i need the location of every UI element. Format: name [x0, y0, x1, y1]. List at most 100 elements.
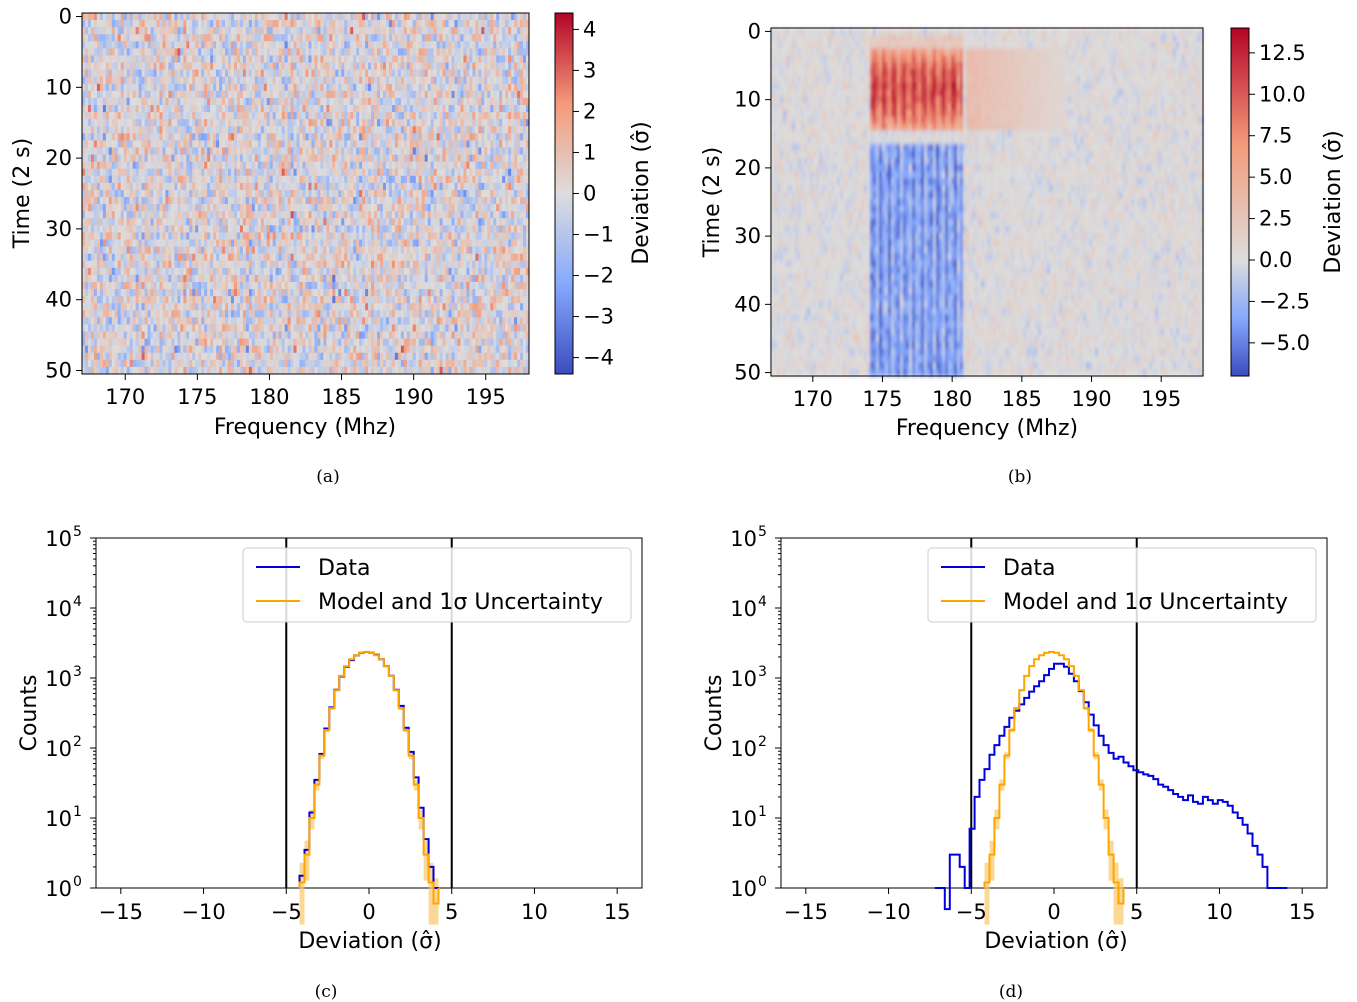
heat-cell	[195, 218, 199, 226]
heat-cell	[153, 69, 157, 78]
heat-cell	[269, 126, 274, 134]
heat-cell	[493, 211, 497, 219]
heat-cell	[84, 147, 89, 155]
heat-cell	[114, 34, 119, 42]
heat-cell	[475, 76, 479, 85]
heat-cell	[82, 69, 86, 78]
heat-cell	[233, 175, 238, 184]
heat-cell	[526, 41, 530, 49]
heat-cell	[442, 41, 446, 49]
heat-cell	[448, 168, 452, 177]
heat-cell	[260, 211, 265, 219]
heat-cell	[201, 225, 205, 233]
heat-cell	[147, 182, 151, 191]
heat-cell	[457, 112, 461, 120]
heat-cell	[305, 197, 309, 205]
heat-cell	[165, 55, 169, 63]
heat-cell	[466, 112, 470, 120]
heat-cell	[475, 105, 479, 113]
heat-cell	[84, 204, 89, 212]
heat-cell	[102, 168, 107, 177]
heat-cell	[430, 154, 435, 163]
heat-cell	[189, 197, 193, 205]
heat-cell	[225, 97, 229, 106]
heat-cell	[278, 168, 283, 177]
heat-cell	[84, 13, 89, 21]
heat-cell	[239, 48, 244, 56]
heat-cell	[239, 62, 244, 71]
heat-cell	[418, 239, 423, 247]
heat-cell	[147, 48, 151, 56]
heat-cell	[311, 204, 315, 212]
heat-cell	[475, 20, 479, 28]
heat-cell	[114, 83, 119, 92]
heat-cell	[490, 204, 494, 212]
heat-cell	[141, 140, 145, 148]
heat-cell	[454, 239, 458, 247]
heat-cell	[356, 48, 360, 56]
heat-cell	[168, 232, 172, 240]
heat-cell	[430, 76, 435, 85]
heat-cell	[114, 211, 119, 219]
heat-cell	[347, 83, 351, 92]
heat-cell	[409, 175, 414, 184]
heat-cell	[415, 161, 420, 170]
heat-cell	[150, 69, 154, 78]
heat-cell	[257, 189, 262, 198]
heat-cell	[517, 154, 521, 163]
heat-cell	[388, 83, 393, 92]
heat-cell	[272, 204, 277, 212]
heat-cell	[394, 140, 399, 148]
heat-cell	[469, 112, 473, 120]
heat-cell	[82, 168, 86, 177]
heat-cell	[171, 112, 175, 120]
heat-cell	[278, 105, 283, 113]
heat-cell	[382, 105, 387, 113]
heat-cell	[210, 105, 214, 113]
heat-cell	[231, 55, 235, 63]
heat-cell	[353, 41, 357, 49]
heat-cell	[189, 189, 193, 198]
heat-cell	[514, 69, 518, 78]
heat-cell	[132, 27, 137, 35]
heat-cell	[242, 41, 247, 49]
heat-cell	[251, 204, 256, 212]
heat-cell	[439, 62, 443, 71]
heat-cell	[239, 189, 244, 198]
heat-cell	[84, 69, 89, 78]
heat-cell	[421, 48, 426, 56]
heat-cell	[362, 97, 366, 106]
heat-cell	[451, 161, 455, 170]
heat-cell	[314, 175, 318, 184]
heat-cell	[263, 126, 268, 134]
heat-cell	[293, 55, 297, 63]
heat-cell	[439, 239, 443, 247]
heat-cell	[433, 27, 438, 35]
heat-cell	[117, 140, 122, 148]
heat-cell	[222, 48, 226, 56]
heat-cell	[171, 140, 175, 148]
heat-cell	[260, 97, 265, 106]
heat-cell	[186, 41, 190, 49]
heat-cell	[365, 154, 369, 163]
heat-cell	[460, 34, 464, 42]
heat-cell	[526, 140, 530, 148]
heat-cell	[362, 140, 366, 148]
heat-cell	[362, 211, 366, 219]
heat-cell	[323, 154, 327, 163]
heat-cell	[451, 69, 455, 78]
heat-cell	[484, 112, 488, 120]
heat-cell	[132, 119, 137, 127]
heat-cell	[120, 218, 125, 226]
heat-cell	[374, 90, 378, 99]
heat-cell	[266, 41, 271, 49]
heat-cell	[454, 83, 458, 92]
heat-cell	[445, 55, 449, 63]
heat-cell	[311, 34, 315, 42]
heat-cell	[156, 126, 160, 134]
heat-cell	[418, 147, 423, 155]
heat-cell	[231, 175, 235, 184]
heat-cell	[517, 13, 521, 21]
heat-cell	[120, 168, 125, 177]
heat-cell	[338, 105, 342, 113]
